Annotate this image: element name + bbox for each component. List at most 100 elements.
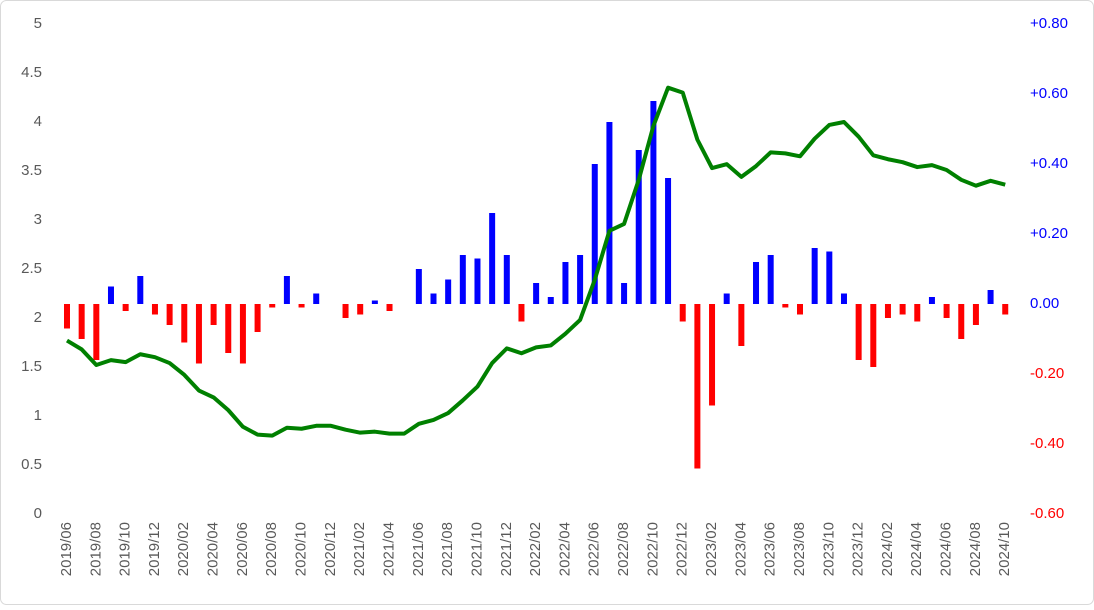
y2-tick-label: +0.80 bbox=[1030, 15, 1068, 32]
bar bbox=[430, 293, 437, 304]
bar bbox=[987, 290, 994, 304]
bar bbox=[723, 293, 730, 304]
bar bbox=[709, 304, 716, 406]
y-tick-label: 3 bbox=[34, 211, 42, 228]
x-tick-label: 2023/10 bbox=[820, 522, 837, 576]
x-tick-label: 2023/08 bbox=[791, 522, 808, 576]
bar bbox=[870, 304, 877, 367]
bar bbox=[474, 258, 481, 304]
x-tick-label: 2019/12 bbox=[146, 522, 163, 576]
bar bbox=[166, 304, 173, 325]
y2-tick-label: +0.60 bbox=[1030, 85, 1068, 102]
bar bbox=[694, 304, 701, 469]
x-tick-label: 2022/04 bbox=[556, 522, 573, 576]
x-tick-label: 2022/06 bbox=[586, 522, 603, 576]
x-tick-label: 2021/02 bbox=[351, 522, 368, 576]
x-tick-label: 2020/06 bbox=[234, 522, 251, 576]
x-tick-label: 2022/02 bbox=[527, 522, 544, 576]
y2-tick-label: 0.00 bbox=[1030, 295, 1059, 312]
bar bbox=[210, 304, 217, 325]
x-tick-label: 2024/10 bbox=[996, 522, 1013, 576]
bar bbox=[577, 255, 584, 304]
bar bbox=[357, 304, 364, 315]
bar bbox=[972, 304, 979, 325]
bar bbox=[151, 304, 158, 315]
x-tick-label: 2019/06 bbox=[58, 522, 75, 576]
x-tick-label: 2020/10 bbox=[293, 522, 310, 576]
bar bbox=[547, 297, 554, 304]
bar bbox=[283, 276, 290, 304]
x-tick-label: 2021/06 bbox=[410, 522, 427, 576]
y2-tick-label: -0.40 bbox=[1030, 435, 1064, 452]
x-tick-label: 2023/04 bbox=[732, 522, 749, 576]
y-tick-label: 1 bbox=[34, 407, 42, 424]
y2-tick-label: +0.20 bbox=[1030, 225, 1068, 242]
bar bbox=[445, 279, 452, 304]
line bbox=[65, 85, 1006, 438]
bar bbox=[371, 300, 378, 304]
bar bbox=[298, 304, 305, 308]
bar bbox=[239, 304, 246, 364]
bar bbox=[591, 164, 598, 304]
bar bbox=[459, 255, 466, 304]
x-tick-label: 2020/04 bbox=[205, 522, 222, 576]
bar bbox=[64, 304, 70, 329]
bar bbox=[137, 276, 144, 304]
x-tick-label: 2020/02 bbox=[175, 522, 192, 576]
bar bbox=[665, 178, 672, 304]
bar bbox=[181, 304, 188, 343]
bar bbox=[621, 283, 628, 304]
bar bbox=[738, 304, 745, 346]
bar bbox=[93, 304, 100, 360]
bar bbox=[635, 150, 642, 304]
x-tick-label: 2019/10 bbox=[117, 522, 134, 576]
bar bbox=[679, 304, 686, 322]
x-tick-label: 2020/12 bbox=[322, 522, 339, 576]
x-tick-label: 2022/08 bbox=[615, 522, 632, 576]
y-tick-label: 4 bbox=[34, 113, 42, 130]
bar bbox=[914, 304, 921, 322]
x-tick-label: 2023/02 bbox=[703, 522, 720, 576]
bar bbox=[958, 304, 965, 339]
bar bbox=[797, 304, 803, 315]
bar bbox=[840, 293, 847, 304]
x-tick-label: 2021/04 bbox=[380, 522, 397, 576]
bar bbox=[503, 255, 510, 304]
bar bbox=[342, 304, 349, 318]
x-tick-label: 2024/02 bbox=[879, 522, 896, 576]
y-tick-label: 2 bbox=[34, 309, 42, 326]
x-tick-label: 2021/10 bbox=[468, 522, 485, 576]
y-tick-label: 4.5 bbox=[21, 64, 42, 81]
bar bbox=[562, 262, 569, 304]
y-tick-label: 0 bbox=[34, 505, 42, 522]
bar bbox=[122, 304, 129, 311]
bar bbox=[386, 304, 393, 311]
bar bbox=[489, 213, 496, 304]
x-tick-label: 2021/08 bbox=[439, 522, 456, 576]
x-tick-label: 2024/08 bbox=[967, 522, 984, 576]
x-tick-label: 2022/10 bbox=[644, 522, 661, 576]
bar bbox=[767, 255, 774, 304]
bar bbox=[884, 304, 891, 318]
bar bbox=[943, 304, 950, 318]
y-tick-label: 5 bbox=[34, 15, 42, 32]
x-tick-label: 2020/08 bbox=[263, 522, 280, 576]
y-tick-label: 3.5 bbox=[21, 162, 42, 179]
bar bbox=[811, 248, 818, 304]
bar bbox=[606, 122, 613, 304]
x-tick-label: 2022/12 bbox=[674, 522, 691, 576]
y-tick-label: 0.5 bbox=[21, 456, 42, 473]
y2-tick-label: +0.40 bbox=[1030, 155, 1068, 172]
y2-tick-label: -0.20 bbox=[1030, 365, 1064, 382]
bar bbox=[313, 293, 320, 304]
bar bbox=[269, 304, 276, 308]
x-tick-label: 2023/12 bbox=[850, 522, 867, 576]
x-tick-label: 2021/12 bbox=[498, 522, 515, 576]
bar bbox=[1002, 304, 1009, 315]
bar bbox=[415, 269, 422, 304]
x-tick-label: 2023/06 bbox=[762, 522, 779, 576]
y2-tick-label: -0.60 bbox=[1030, 505, 1064, 522]
bar bbox=[826, 251, 833, 304]
bar bbox=[533, 283, 540, 304]
